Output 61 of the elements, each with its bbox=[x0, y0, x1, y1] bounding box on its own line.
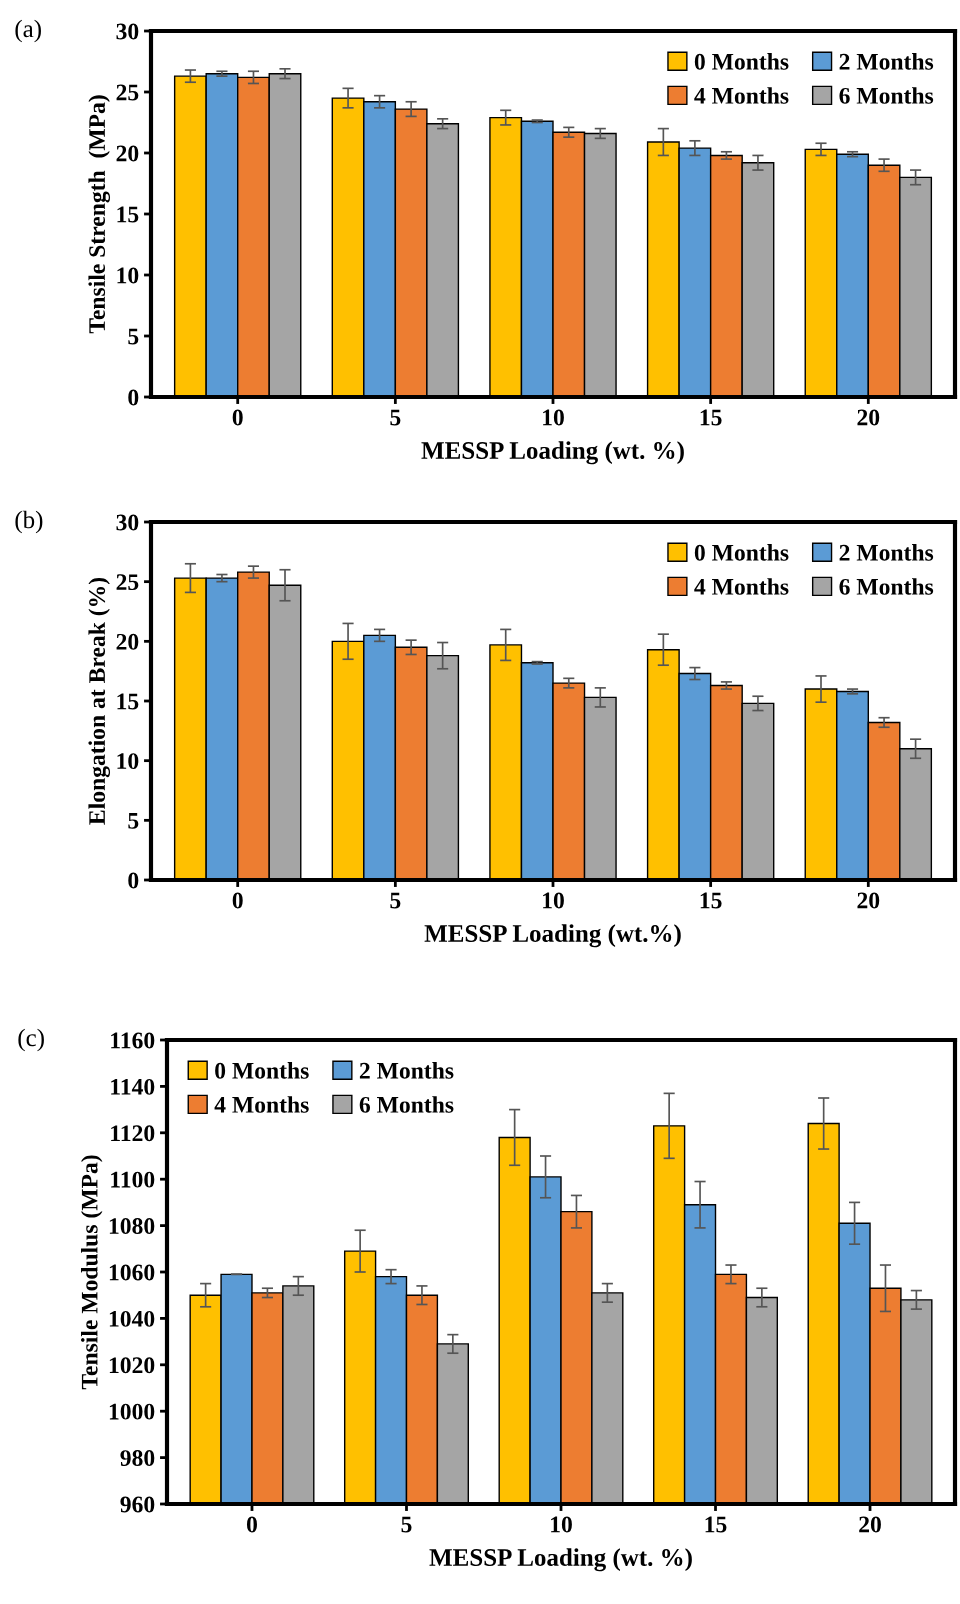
x-tick-label: 20 bbox=[859, 1516, 881, 1533]
x-axis-title: MESSP Loading (wt. %) bbox=[421, 441, 684, 465]
chart-title: (a) bbox=[15, 19, 41, 43]
y-tick-label: 1040 bbox=[109, 1310, 155, 1327]
y-tick-label: 1060 bbox=[109, 1264, 155, 1281]
chart-title: (c) bbox=[18, 1028, 44, 1052]
y-tick-label: 0 bbox=[128, 872, 139, 889]
y-tick-label: 30 bbox=[116, 23, 139, 40]
legend-label: 2 Months bbox=[359, 1062, 454, 1079]
x-axis-title: MESSP Loading (wt. %) bbox=[429, 1548, 692, 1572]
legend-label: 6 Months bbox=[359, 1096, 454, 1113]
y-tick-label: 10 bbox=[117, 753, 139, 770]
y-tick-label: 980 bbox=[120, 1450, 155, 1467]
legend-label: 4 Months bbox=[694, 578, 789, 595]
y-tick-label: 20 bbox=[116, 633, 139, 650]
y-tick-label: 5 bbox=[128, 328, 139, 345]
x-axis-title: MESSP Loading (wt.%) bbox=[424, 924, 681, 948]
legend-label: 6 Months bbox=[839, 87, 934, 104]
chart-title: (b) bbox=[15, 510, 43, 534]
y-tick-label: 15 bbox=[117, 693, 139, 710]
x-tick-label: 20 bbox=[857, 892, 880, 909]
legend-label: 4 Months bbox=[694, 87, 789, 104]
legend-label: 2 Months bbox=[839, 544, 934, 561]
x-tick-label: 5 bbox=[390, 892, 401, 909]
y-axis-title: Tensile Strength (MPa) bbox=[88, 95, 111, 334]
y-tick-label: 25 bbox=[116, 84, 139, 101]
y-tick-label: 1000 bbox=[109, 1403, 155, 1420]
x-tick-label: 5 bbox=[390, 409, 401, 426]
y-tick-label: 10 bbox=[117, 267, 139, 284]
y-tick-label: 25 bbox=[116, 574, 139, 591]
y-tick-label: 1160 bbox=[111, 1032, 155, 1049]
legend-label: 6 Months bbox=[839, 578, 934, 595]
x-tick-label: 15 bbox=[705, 1516, 727, 1533]
x-tick-label: 15 bbox=[700, 409, 722, 426]
x-tick-label: 0 bbox=[246, 1516, 257, 1533]
y-tick-label: 0 bbox=[128, 389, 139, 406]
legend-label: 0 Months bbox=[694, 544, 789, 561]
legend-label: 4 Months bbox=[214, 1096, 309, 1113]
legend-label: 0 Months bbox=[694, 53, 789, 70]
y-tick-label: 960 bbox=[120, 1496, 155, 1513]
y-tick-label: 1100 bbox=[111, 1171, 155, 1188]
y-axis-title: Elongation at Break (%) bbox=[88, 577, 111, 825]
legend-label: 2 Months bbox=[839, 53, 934, 70]
y-tick-label: 1080 bbox=[109, 1218, 155, 1235]
y-tick-label: 15 bbox=[117, 206, 139, 223]
legend-label: 0 Months bbox=[215, 1062, 309, 1079]
y-tick-label: 20 bbox=[116, 145, 139, 162]
x-tick-label: 20 bbox=[857, 409, 880, 426]
x-tick-label: 15 bbox=[700, 892, 722, 909]
y-tick-label: 30 bbox=[116, 514, 139, 531]
y-tick-label: 5 bbox=[128, 813, 139, 829]
x-tick-label: 0 bbox=[232, 892, 243, 909]
x-tick-label: 10 bbox=[551, 1516, 572, 1533]
y-axis-title: Tensile Modulus (MPa) bbox=[81, 1155, 103, 1390]
x-tick-label: 10 bbox=[543, 409, 564, 426]
y-tick-label: 1020 bbox=[109, 1357, 155, 1374]
y-tick-label: 1120 bbox=[111, 1125, 155, 1142]
y-tick-label: 1140 bbox=[111, 1078, 155, 1095]
x-tick-label: 5 bbox=[401, 1516, 412, 1533]
x-tick-label: 10 bbox=[543, 892, 564, 909]
x-tick-label: 0 bbox=[232, 409, 243, 426]
